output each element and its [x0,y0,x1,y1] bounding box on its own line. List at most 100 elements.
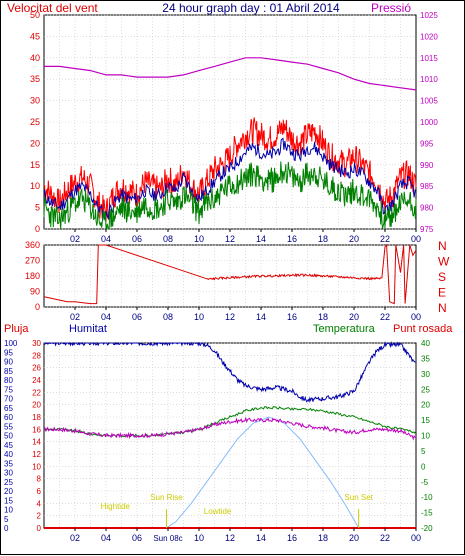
humidity-y-tick-label: 75 [4,385,13,394]
x-tick-label: 06 [132,234,142,244]
humidity-y-tick-label: 90 [4,358,13,367]
wind-y-tick-label: 35 [30,74,40,84]
x-tick-label: 02 [70,234,80,244]
rain-y-tick-label: 6 [37,487,42,496]
wind-y-tick-label: 20 [30,138,40,148]
rain-y-tick-label: 10 [32,462,41,471]
rain-label: Pluja [4,323,29,335]
x-tick-label: 16 [287,533,297,543]
temperature-y-tick-label: 10 [421,432,430,441]
x-tick-label: 08 [163,234,173,244]
x-tick-label: 06 [132,312,142,322]
humidity-label: Humitat [69,323,107,335]
rain-y-tick-label: 16 [32,425,41,434]
sunrise-label: Sun Rise [150,493,183,502]
humidity-y-tick-label: 5 [4,515,9,524]
wind-y-tick-label: 5 [35,203,40,213]
wind-direction-line [43,243,417,305]
temperature-y-tick-label: -15 [421,509,433,518]
dewpoint-line [43,416,416,441]
temperature-y-tick-label: 0 [421,462,426,471]
wind-speed-title: Velocitat del vent [7,1,98,15]
rain-y-tick-label: 14 [32,438,41,447]
x-tick-label: 22 [380,312,390,322]
wind-y-tick-label: 0 [35,224,40,234]
compass-label: N [438,301,447,315]
wind-y-tick-label: 45 [30,31,40,41]
x-tick-label: 20 [349,312,359,322]
dewpoint-label: Punt rosada [393,323,453,335]
sun-hours-label: Sun 08c [153,534,182,543]
humidity-line [43,341,416,404]
temperature-y-tick-label: 20 [421,401,430,410]
wind-average-line [43,137,417,221]
x-tick-label: 20 [349,234,359,244]
temperature-y-tick-label: 5 [421,447,426,456]
humidity-y-tick-label: 40 [4,450,13,459]
page-title: 24 hour graph day : 01 Abril 2014 [162,1,340,15]
x-tick-label: 12 [225,234,235,244]
x-tick-label: 14 [256,234,266,244]
x-tick-label: 18 [318,533,328,543]
x-tick-label: 16 [287,312,297,322]
temperature-label: Temperatura [313,323,376,335]
compass-label: S [438,270,446,284]
wind-y-tick-label: 30 [30,96,40,106]
compass-label: E [438,286,446,300]
temperature-y-tick-label: 40 [421,339,430,348]
humidity-y-tick-label: 15 [4,496,13,505]
x-tick-label: 22 [380,533,390,543]
pressure-title: Pressió [371,1,411,15]
direction-y-tick-label: 360 [25,240,40,250]
rain-y-tick-label: 4 [37,499,42,508]
x-tick-label: 22 [380,234,390,244]
rain-y-tick-label: 24 [32,376,41,385]
rain-y-tick-label: 22 [32,388,41,397]
rain-y-tick-label: 20 [32,401,41,410]
solar-curve [44,416,416,529]
x-tick-label: 04 [101,312,111,322]
hightide-label: Hightide [101,502,131,511]
temperature-y-tick-label: -5 [421,478,429,487]
humidity-y-tick-label: 55 [4,422,13,431]
direction-y-tick-label: 270 [25,256,40,266]
rain-y-tick-label: 18 [32,413,41,422]
humidity-y-tick-label: 50 [4,432,13,441]
pressure-y-tick-label: 1000 [420,118,438,127]
x-tick-label: 08 [163,312,173,322]
rain-y-tick-label: 0 [37,524,42,533]
temperature-y-tick-label: -10 [421,493,433,502]
x-tick-label: 14 [256,312,266,322]
humidity-y-tick-label: 60 [4,413,13,422]
direction-y-tick-label: 180 [25,271,40,281]
pressure-y-tick-label: 995 [420,139,434,148]
humidity-y-tick-label: 80 [4,376,13,385]
humidity-y-tick-label: 20 [4,487,13,496]
direction-y-tick-label: 90 [30,287,40,297]
wind-y-tick-label: 50 [30,10,40,20]
humidity-y-tick-label: 10 [4,506,13,515]
x-tick-label: 00 [411,533,421,543]
x-tick-label: 06 [132,533,142,543]
pressure-y-tick-label: 985 [420,182,434,191]
pressure-y-tick-label: 980 [420,204,434,213]
x-tick-label: 18 [318,312,328,322]
pressure-y-tick-label: 990 [420,161,434,170]
humidity-y-tick-label: 70 [4,395,13,404]
x-tick-label: 10 [194,312,204,322]
humidity-y-tick-label: 30 [4,469,13,478]
rain-y-tick-label: 30 [32,339,41,348]
temperature-y-tick-label: 15 [421,416,430,425]
x-tick-label: 04 [101,234,111,244]
x-tick-label: 02 [70,312,80,322]
wind-y-tick-label: 40 [30,53,40,63]
rain-y-tick-label: 8 [37,475,42,484]
lowtide-label: Lowtide [204,507,232,516]
compass-label: N [438,239,447,253]
x-tick-label: 10 [194,234,204,244]
x-tick-label: 12 [225,312,235,322]
pressure-line [44,57,417,91]
temperature-y-tick-label: -20 [421,524,433,533]
x-tick-label: 02 [70,533,80,543]
